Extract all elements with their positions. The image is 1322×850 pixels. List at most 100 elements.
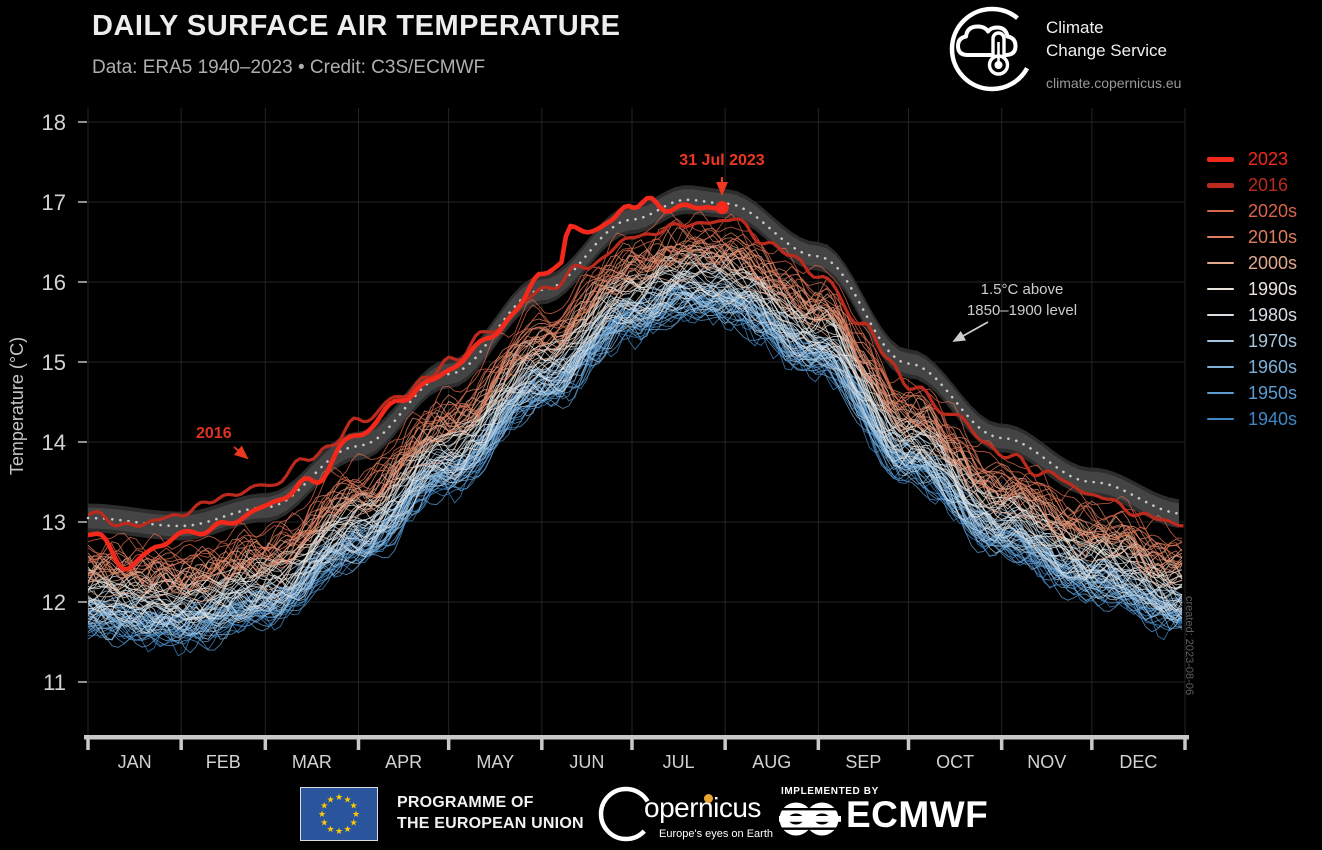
year-line-2000s bbox=[88, 239, 1183, 588]
copernicus-orange-dot-icon bbox=[704, 794, 713, 803]
legend-item-1970s: 1970s bbox=[1207, 328, 1297, 354]
eu-star-icon: ★ bbox=[318, 809, 326, 819]
month-label-OCT: OCT bbox=[936, 752, 974, 772]
year-line-1980s bbox=[88, 283, 1183, 633]
year-line-1950s bbox=[88, 300, 1183, 654]
year-line-1940s bbox=[88, 294, 1183, 640]
legend-line-icon bbox=[1207, 236, 1234, 238]
year-line-2020s bbox=[88, 213, 1183, 560]
year-line-2000s bbox=[88, 266, 1183, 602]
legend-line-icon bbox=[1207, 288, 1234, 290]
legend-line-icon bbox=[1207, 340, 1234, 342]
annotation-1p5-band: 1.5°C above 1850–1900 level bbox=[966, 281, 1078, 319]
legend: 2023 2016 2020s 2010s 2000s 1990s 1980s 1970s 19… bbox=[1207, 146, 1297, 432]
legend-label: 1980s bbox=[1248, 304, 1298, 325]
legend-item-1980s: 1980s bbox=[1207, 302, 1297, 328]
year-line-1980s bbox=[88, 268, 1183, 604]
year-line-2000s bbox=[88, 245, 1183, 591]
legend-line-icon bbox=[1207, 418, 1234, 420]
eu-star-icon: ★ bbox=[335, 792, 343, 802]
y-tick-label: 16 bbox=[42, 270, 66, 295]
end-point-dot bbox=[715, 201, 729, 215]
y-tick-label: 15 bbox=[42, 350, 66, 375]
year-line-1980s bbox=[88, 281, 1183, 624]
ecmwf-wordmark: ECMWF bbox=[846, 794, 989, 835]
legend-label: 1970s bbox=[1248, 330, 1298, 351]
annotation-2016: 2016 bbox=[196, 425, 232, 442]
legend-item-1990s: 1990s bbox=[1207, 276, 1297, 302]
legend-label: 2020s bbox=[1248, 200, 1298, 221]
year-line-1980s bbox=[88, 274, 1183, 623]
legend-label: 1960s bbox=[1248, 356, 1298, 377]
eu-star-icon: ★ bbox=[343, 795, 351, 805]
legend-label: 2010s bbox=[1248, 226, 1298, 247]
legend-line-icon bbox=[1207, 156, 1234, 162]
eu-flag-icon: ★ ★★★★★★★★★★★ bbox=[300, 787, 378, 841]
eu-star-icon: ★ bbox=[320, 801, 328, 811]
eu-programme-label: PROGRAMME OF THE EUROPEAN UNION bbox=[397, 794, 584, 832]
year-line-1970s bbox=[88, 296, 1183, 636]
eu-star-icon: ★ bbox=[352, 809, 360, 819]
year-line-2010s bbox=[88, 245, 1183, 593]
legend-label: 1990s bbox=[1248, 278, 1298, 299]
c3s-url: climate.copernicus.eu bbox=[1046, 75, 1182, 91]
month-label-FEB: FEB bbox=[206, 752, 241, 772]
legend-item-2000s: 2000s bbox=[1207, 250, 1297, 276]
legend-line-icon bbox=[1207, 182, 1234, 188]
year-line-2010s bbox=[88, 238, 1183, 588]
month-label-JUN: JUN bbox=[569, 752, 604, 772]
legend-line-icon bbox=[1207, 366, 1234, 368]
legend-label: 2016 bbox=[1248, 174, 1289, 195]
legend-line-icon bbox=[1207, 210, 1234, 212]
year-line-1980s bbox=[88, 291, 1183, 634]
eu-star-icon: ★ bbox=[326, 824, 334, 834]
year-line-2000s bbox=[88, 256, 1183, 596]
eu-star-icon: ★ bbox=[350, 818, 358, 828]
c3s-service-name: Climate Change Service bbox=[1046, 18, 1167, 60]
y-tick-label: 18 bbox=[42, 110, 66, 135]
legend-label: 1950s bbox=[1248, 382, 1298, 403]
legend-line-icon bbox=[1207, 392, 1234, 394]
implemented-by-label: IMPLEMENTED BY bbox=[781, 786, 879, 797]
month-label-APR: APR bbox=[385, 752, 422, 772]
legend-line-icon bbox=[1207, 262, 1234, 264]
year-line-1950s bbox=[88, 299, 1183, 642]
year-line-1950s bbox=[88, 291, 1183, 636]
created-date-label: created: 2023-08-06 bbox=[1183, 596, 1195, 696]
year-line-2000s bbox=[88, 249, 1183, 594]
year-line-2010s bbox=[88, 227, 1183, 571]
year-line-1980s bbox=[88, 272, 1183, 621]
year-line-1960s bbox=[88, 289, 1183, 632]
copernicus-c-icon bbox=[598, 786, 654, 842]
annotation-31-jul-2023: 31 Jul 2023 bbox=[679, 152, 765, 169]
eu-star-icon: ★ bbox=[343, 824, 351, 834]
legend-item-1940s: 1940s bbox=[1207, 406, 1297, 432]
year-line-1970s bbox=[88, 291, 1183, 637]
y-tick-label: 17 bbox=[42, 190, 66, 215]
legend-label: 2023 bbox=[1248, 148, 1289, 169]
month-label-SEP: SEP bbox=[845, 752, 881, 772]
c3s-cloud-thermometer-icon bbox=[949, 6, 1035, 92]
eu-star-icon: ★ bbox=[320, 818, 328, 828]
eu-star-icon: ★ bbox=[326, 795, 334, 805]
year-line-1980s bbox=[88, 278, 1183, 628]
copernicus-tagline: Europe's eyes on Earth bbox=[659, 828, 774, 840]
eu-star-icon: ★ bbox=[350, 801, 358, 811]
y-axis-title: Temperature (°C) bbox=[7, 336, 27, 476]
ecmwf-mark-icon bbox=[779, 802, 841, 836]
line-2023 bbox=[88, 195, 720, 572]
page-subtitle: Data: ERA5 1940–2023 • Credit: C3S/ECMWF bbox=[92, 57, 486, 78]
eu-star-icon: ★ bbox=[335, 826, 343, 836]
legend-item-1950s: 1950s bbox=[1207, 380, 1297, 406]
legend-item-2020s: 2020s bbox=[1207, 198, 1297, 224]
legend-label: 2000s bbox=[1248, 252, 1298, 273]
month-label-JAN: JAN bbox=[118, 752, 152, 772]
legend-line-icon bbox=[1207, 314, 1234, 316]
page-title: DAILY SURFACE AIR TEMPERATURE bbox=[92, 10, 621, 42]
year-line-2010s bbox=[88, 240, 1183, 590]
y-tick-label: 14 bbox=[42, 430, 66, 455]
y-tick-label: 11 bbox=[43, 670, 66, 695]
year-line-1990s bbox=[88, 278, 1183, 620]
